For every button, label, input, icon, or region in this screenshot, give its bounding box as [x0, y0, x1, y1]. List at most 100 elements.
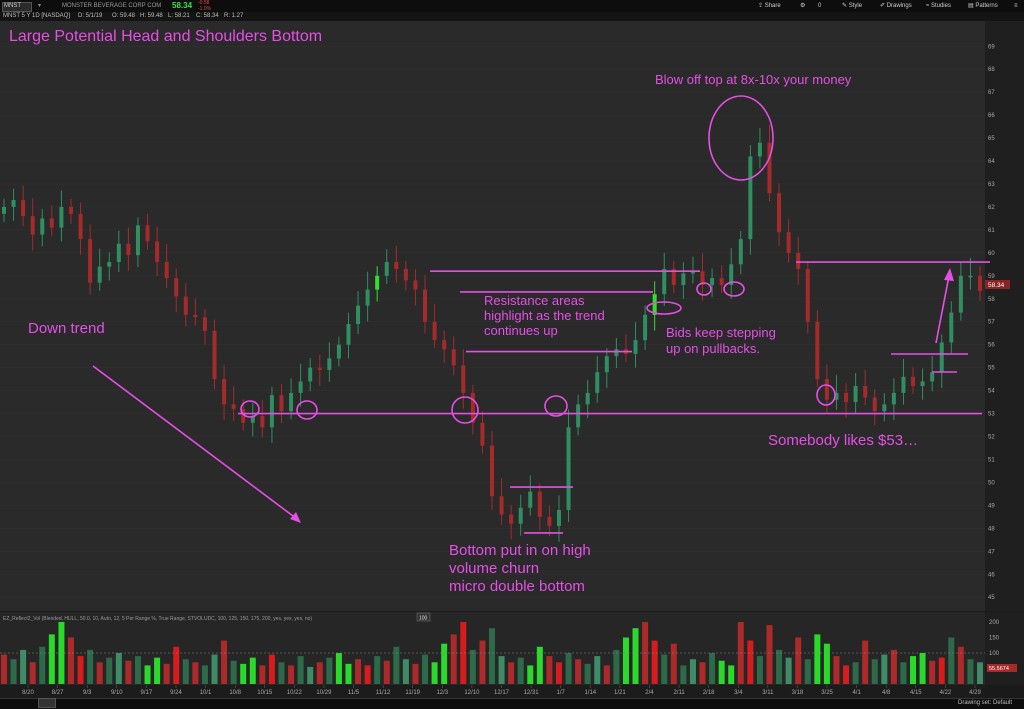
x-tick-label: 10/15: [257, 690, 273, 696]
candle-body: [614, 349, 619, 357]
y-tick-label: 61: [988, 228, 995, 234]
candle-body: [499, 496, 504, 515]
x-tick-label: 10/1: [200, 690, 212, 696]
volume-bar: [163, 663, 170, 684]
volume-bar: [651, 640, 658, 684]
volume-bar: [106, 657, 113, 684]
candle-body: [509, 514, 514, 524]
y-tick-label: 52: [988, 435, 995, 441]
volume-bar: [201, 665, 208, 684]
x-tick-label: 12/10: [464, 690, 480, 696]
symbol-input[interactable]: [2, 2, 32, 12]
candle-body: [470, 392, 475, 423]
style-button[interactable]: ✎ Style: [842, 3, 863, 9]
candle-body: [88, 239, 93, 283]
volume-study-label: EZ_Reflect2_Vol (Blended, HULL, 50.0, 10…: [3, 616, 312, 622]
volume-bar: [555, 662, 562, 684]
volume-bar: [785, 657, 792, 684]
candle-body: [423, 289, 428, 322]
volume-bar: [823, 643, 830, 684]
volume-bar: [460, 622, 467, 684]
candle-body: [40, 218, 45, 235]
bids-annotation-line: up on pullbacks.: [666, 341, 760, 356]
candle-body: [212, 330, 217, 380]
volume-bar: [402, 659, 409, 684]
volume-bar: [412, 663, 419, 684]
pullback-ellipse: [696, 282, 712, 296]
candle-body: [767, 142, 772, 194]
studies-icon: ≈: [926, 3, 931, 9]
candle-body: [690, 271, 695, 274]
uptrend-arrowhead-icon: [944, 268, 954, 281]
volume-bar: [316, 662, 323, 684]
share-button[interactable]: ⇪ Share: [758, 3, 781, 9]
y-tick-label: 48: [988, 526, 995, 532]
support-touch-circle: [451, 396, 479, 424]
volume-bar: [871, 659, 878, 684]
candle-body: [298, 381, 303, 393]
candle-body: [518, 507, 523, 524]
dropdown-chevron-icon[interactable]: ▾: [38, 3, 42, 9]
symbol-input-text: MNST: [4, 3, 21, 9]
volume-bar: [48, 634, 55, 684]
volume-bar: [240, 663, 247, 684]
volume-bar: [144, 665, 151, 684]
blowoff-top-ellipse: [708, 95, 774, 181]
candle-body: [738, 239, 743, 265]
patterns-button[interactable]: ▤ Patterns: [968, 3, 998, 9]
candle-body: [700, 271, 705, 286]
candle-body: [556, 509, 561, 527]
candle-body: [633, 340, 638, 354]
volume-tick-label: 150: [989, 636, 1000, 642]
volume-bar: [249, 657, 256, 684]
uptrend-arrow-line: [935, 275, 950, 344]
candle-body: [250, 415, 255, 423]
downtrend-annotation: Down trend: [28, 320, 105, 337]
candle-body: [413, 280, 418, 290]
volume-bar: [498, 656, 505, 684]
x-tick-label: 8/20: [22, 690, 34, 696]
x-tick-label: 4/1: [852, 690, 861, 696]
volume-bar: [479, 640, 486, 684]
volume-bar: [814, 634, 821, 684]
volume-bar: [192, 662, 199, 684]
candle-body: [671, 268, 676, 286]
volume-bar: [613, 649, 620, 684]
volume-bar: [718, 660, 725, 684]
volume-bar: [335, 653, 342, 684]
candle-body: [891, 392, 896, 405]
x-tick-label: 9/3: [83, 690, 92, 696]
pullback-ellipse: [646, 301, 682, 315]
volume-bar: [728, 665, 735, 684]
x-tick-label: 1/14: [584, 690, 596, 696]
candle-body: [863, 386, 868, 398]
candle-body: [805, 268, 810, 322]
counter-badge: 0: [818, 3, 822, 9]
volume-bar: [221, 640, 228, 684]
y-tick-label: 65: [988, 136, 995, 142]
blowoff-annotation: Blow off top at 8x-10x your money: [655, 72, 852, 87]
candle-body: [68, 206, 73, 214]
volume-bar: [584, 663, 591, 684]
y-tick-label: 54: [988, 389, 995, 395]
volume-bar: [345, 663, 352, 684]
price-panel: [0, 21, 985, 611]
settings-icon[interactable]: ⚙: [800, 3, 806, 9]
x-tick-label: 4/29: [969, 690, 981, 696]
y-tick-label: 50: [988, 480, 995, 486]
quote-open: O: 59.48: [112, 13, 136, 19]
candle-body: [882, 404, 887, 412]
drawings-button[interactable]: ✐ Drawings: [880, 3, 912, 9]
volume-bar: [469, 649, 476, 684]
volume-bar: [680, 665, 687, 684]
candle-body: [528, 491, 533, 508]
candle-body: [260, 415, 265, 428]
studies-button[interactable]: ≈ Studies: [926, 3, 951, 9]
candle-body: [241, 408, 246, 423]
drawing-set-label[interactable]: Drawing set: Default: [958, 700, 1013, 706]
scroll-handle[interactable]: [38, 698, 56, 708]
menu-icon[interactable]: ≡: [1014, 3, 1018, 9]
volume-bar: [594, 656, 601, 684]
candle-body: [451, 349, 456, 366]
